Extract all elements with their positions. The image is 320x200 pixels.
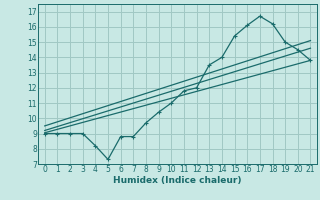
X-axis label: Humidex (Indice chaleur): Humidex (Indice chaleur)	[113, 176, 242, 185]
